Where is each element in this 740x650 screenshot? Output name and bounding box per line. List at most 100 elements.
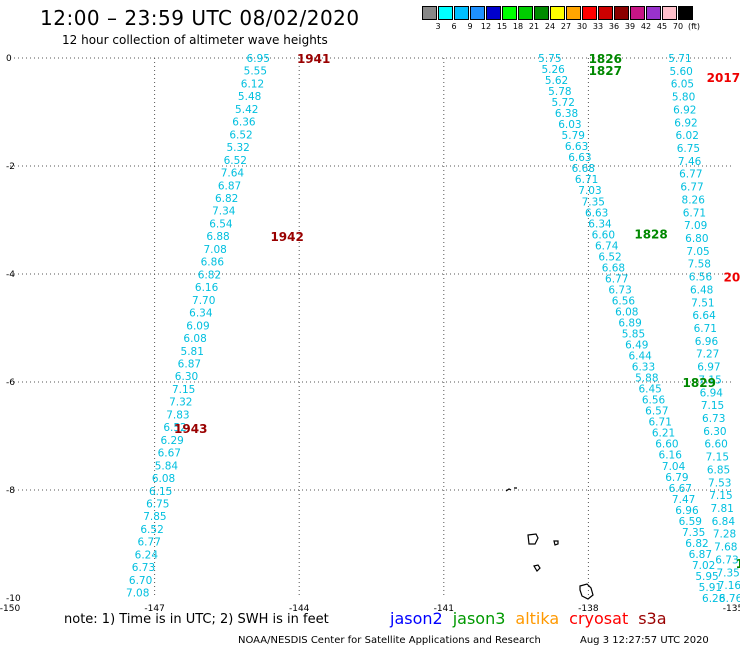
color-swatch [454, 6, 469, 20]
wave-height-value: 5.95 [695, 571, 718, 583]
wave-height-value: 8.26 [682, 194, 706, 206]
wave-height-value: 6.77 [605, 273, 628, 285]
wave-height-value: 7.85 [143, 511, 166, 523]
wave-height-value: 7.35 [682, 527, 705, 539]
wave-height-value: 6.85 [707, 464, 730, 476]
wave-height-value: 7.53 [708, 477, 731, 489]
wave-height-value: 6.73 [132, 562, 155, 574]
wave-height-value: 7.05 [686, 246, 709, 258]
wave-height-value: 7.35 [582, 196, 605, 208]
wave-height-value: 6.28 [702, 593, 725, 605]
wave-height-value: 6.56 [612, 295, 636, 307]
x-tick-label: -147 [144, 604, 164, 614]
wave-height-value: 6.74 [595, 240, 619, 252]
y-tick-label: -6 [6, 378, 15, 388]
wave-height-value: 6.09 [186, 320, 209, 332]
color-scale-label: 24 [544, 22, 556, 31]
wave-height-value: 6.30 [703, 426, 726, 438]
wave-height-value: 6.38 [555, 108, 578, 120]
wave-height-value: 6.60 [704, 439, 727, 451]
wave-height-value: 7.83 [166, 409, 189, 421]
wave-height-value: 6.73 [608, 284, 631, 296]
wave-height-value: 6.63 [585, 207, 608, 219]
wave-height-value: 6.89 [618, 317, 641, 329]
wave-height-value: 7.81 [710, 503, 733, 515]
x-tick-label: -135 [723, 604, 740, 614]
color-swatch [662, 6, 677, 20]
wave-height-value: 6.49 [625, 340, 648, 352]
wave-height-value: 5.75 [538, 53, 561, 65]
wave-height-value: 6.75 [677, 143, 700, 155]
color-scale-label: 33 [592, 22, 604, 31]
wave-height-value: 6.70 [129, 575, 152, 587]
wave-height-value: 5.55 [244, 66, 267, 78]
wave-height-value: 6.87 [178, 358, 201, 370]
axes: -150 -147 -144 -141 -138 -135 0 -2 -4 -6 -8 -10 [0, 54, 740, 614]
wave-height-value: 5.71 [668, 53, 691, 65]
x-tick-label: -141 [434, 604, 454, 614]
wave-height-value: 5.85 [622, 329, 645, 341]
wave-height-value: 6.36 [232, 117, 256, 129]
wave-height-value: 6.34 [588, 218, 612, 230]
wave-height-value: 6.87 [689, 549, 712, 561]
wave-height-value: 6.16 [195, 282, 219, 294]
wave-height-value: 7.16 [718, 580, 740, 592]
wave-height-value: 6.86 [201, 257, 225, 269]
time-label: 1829 [683, 376, 716, 390]
island-shape [527, 533, 539, 545]
wave-height-value: 7.32 [169, 397, 192, 409]
wave-height-value: 6.02 [676, 130, 699, 142]
color-scale-label: 18 [512, 22, 524, 31]
wave-height-value: 6.87 [218, 180, 241, 192]
satellite-name: altika [515, 609, 560, 628]
wave-height-value: 6.71 [649, 417, 672, 429]
wave-height-value: 6.97 [697, 362, 720, 374]
wave-height-value: 6.12 [241, 78, 264, 90]
wave-height-value: 6.95 [247, 53, 270, 65]
wave-height-value: 5.48 [238, 91, 261, 103]
time-label: 2016 [724, 271, 740, 285]
time-label: 1942 [270, 230, 303, 244]
time-label: 1827 [589, 64, 622, 78]
wave-height-value: 5.79 [562, 130, 585, 142]
wave-height-value: 7.15 [706, 452, 729, 464]
color-swatch [646, 6, 661, 20]
grid-lines [10, 57, 733, 598]
wave-height-value: 7.04 [662, 461, 686, 473]
color-scale-label: 15 [496, 22, 508, 31]
wave-height-value: 5.88 [635, 373, 658, 385]
color-swatch [486, 6, 501, 20]
wave-height-value: 6.52 [163, 422, 186, 434]
wave-height-value: 7.27 [696, 349, 719, 361]
wave-height-value: 6.15 [149, 486, 172, 498]
wave-height-value: 6.88 [206, 231, 229, 243]
wave-height-value: 6.71 [683, 207, 706, 219]
color-swatch [470, 6, 485, 20]
wave-height-value: 6.76 [719, 593, 740, 605]
wave-height-value: 6.29 [160, 435, 183, 447]
wave-height-value: 5.72 [552, 97, 575, 109]
island-shape [533, 564, 541, 572]
wave-height-value: 7.02 [692, 560, 715, 572]
wave-height-value: 6.96 [695, 336, 719, 348]
satellite-name: jason2 [390, 609, 443, 628]
wave-height-value: 6.54 [209, 218, 233, 230]
y-tick-label: -10 [6, 594, 21, 604]
color-swatch [614, 6, 629, 20]
wave-height-value: 6.75 [146, 499, 169, 511]
color-swatch [438, 6, 453, 20]
wave-height-value: 6.80 [685, 233, 708, 245]
wave-height-value: 5.32 [226, 142, 249, 154]
wave-height-value: 7.15 [709, 490, 732, 502]
wave-height-value: 5.26 [541, 64, 565, 76]
wave-height-value: 7.34 [212, 206, 236, 218]
color-scale-label: 9 [467, 22, 473, 31]
wave-height-value: 7.51 [691, 297, 714, 309]
wave-height-value: 6.73 [715, 554, 738, 566]
wave-height-value: 6.60 [592, 229, 615, 241]
wave-height-value: 5.62 [545, 75, 568, 87]
y-tick-label: -2 [6, 162, 15, 172]
wave-height-value: 6.92 [673, 104, 696, 116]
